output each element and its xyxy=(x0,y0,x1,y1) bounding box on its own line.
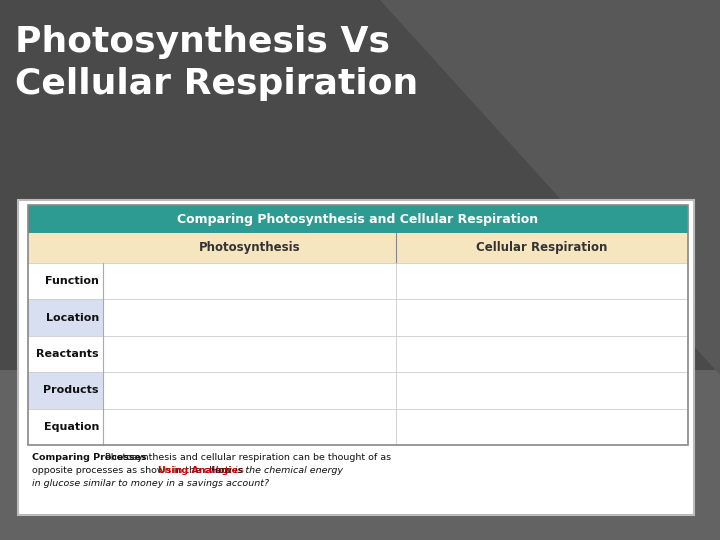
FancyBboxPatch shape xyxy=(103,299,688,336)
Text: Photosynthesis: Photosynthesis xyxy=(199,241,300,254)
FancyBboxPatch shape xyxy=(103,263,688,299)
Text: Equation: Equation xyxy=(44,422,99,432)
FancyBboxPatch shape xyxy=(103,336,688,372)
Text: Comparing Processes: Comparing Processes xyxy=(32,453,147,462)
FancyBboxPatch shape xyxy=(28,372,103,409)
Text: Using Analogies: Using Analogies xyxy=(158,466,243,475)
FancyBboxPatch shape xyxy=(28,233,688,263)
Text: Function: Function xyxy=(45,276,99,286)
Text: in glucose similar to money in a savings account?: in glucose similar to money in a savings… xyxy=(32,479,269,488)
FancyBboxPatch shape xyxy=(28,409,103,445)
Text: Cellular Respiration: Cellular Respiration xyxy=(15,67,418,101)
FancyBboxPatch shape xyxy=(18,200,694,515)
FancyBboxPatch shape xyxy=(28,263,103,299)
Text: Photosynthesis and cellular respiration can be thought of as: Photosynthesis and cellular respiration … xyxy=(99,453,391,462)
FancyBboxPatch shape xyxy=(28,336,103,372)
FancyBboxPatch shape xyxy=(28,205,688,233)
Text: opposite processes as shown in the chart.: opposite processes as shown in the chart… xyxy=(32,466,235,475)
Text: How is the chemical energy: How is the chemical energy xyxy=(204,466,343,475)
Text: Location: Location xyxy=(46,313,99,322)
Text: Cellular Respiration: Cellular Respiration xyxy=(476,241,608,254)
FancyBboxPatch shape xyxy=(103,372,688,409)
Bar xyxy=(0,370,720,540)
FancyBboxPatch shape xyxy=(28,299,103,336)
Text: Comparing Photosynthesis and Cellular Respiration: Comparing Photosynthesis and Cellular Re… xyxy=(177,213,539,226)
Text: Photosynthesis Vs: Photosynthesis Vs xyxy=(15,25,390,59)
FancyBboxPatch shape xyxy=(103,409,688,445)
Polygon shape xyxy=(380,0,720,375)
Text: Reactants: Reactants xyxy=(37,349,99,359)
Text: Products: Products xyxy=(43,386,99,395)
